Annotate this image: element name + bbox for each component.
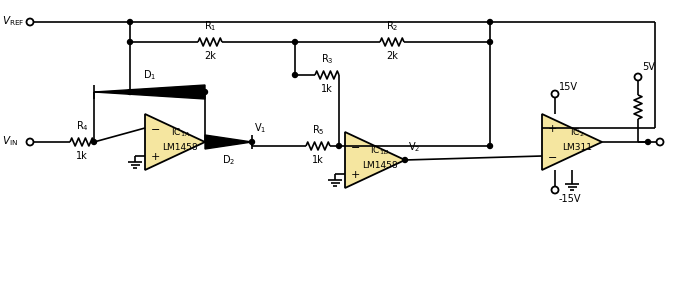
Text: R$_5$: R$_5$ [312,123,324,137]
Text: 15V: 15V [559,82,578,92]
Circle shape [487,19,493,24]
Text: IC$_{1A}$: IC$_{1A}$ [171,127,189,139]
Text: $-$: $-$ [547,151,557,161]
Text: 1k: 1k [312,155,324,165]
Polygon shape [345,132,405,188]
Text: 2k: 2k [386,51,398,61]
Text: 5V: 5V [642,62,655,72]
Text: V$_{\mathrm{REF}}$: V$_{\mathrm{REF}}$ [2,14,24,28]
Circle shape [203,90,208,95]
Text: $+$: $+$ [547,122,557,133]
Circle shape [92,139,96,144]
Text: 2k: 2k [204,51,216,61]
Circle shape [127,39,133,44]
Text: D$_1$: D$_1$ [143,68,156,82]
Text: $+$: $+$ [150,151,160,162]
Text: IC$_2$: IC$_2$ [570,127,584,139]
Text: V$_1$: V$_1$ [254,121,266,135]
Circle shape [127,90,133,95]
Circle shape [250,139,254,144]
Polygon shape [542,114,602,170]
Circle shape [552,186,559,193]
Text: $-$: $-$ [150,123,160,133]
Circle shape [635,73,642,81]
Circle shape [487,144,493,148]
Circle shape [292,39,298,44]
Circle shape [645,139,651,144]
Text: -15V: -15V [559,194,582,204]
Text: R$_1$: R$_1$ [203,19,216,33]
Text: R$_2$: R$_2$ [386,19,398,33]
Circle shape [552,90,559,97]
Circle shape [656,139,663,146]
Text: 1k: 1k [321,84,333,94]
Circle shape [27,19,34,26]
Text: V$_2$: V$_2$ [408,140,420,154]
Circle shape [336,144,342,148]
Circle shape [487,39,493,44]
Text: LM311: LM311 [562,142,592,151]
Text: $+$: $+$ [350,168,360,180]
Circle shape [127,19,133,24]
Text: 1k: 1k [76,151,88,161]
Polygon shape [145,114,205,170]
Text: LM1458: LM1458 [162,142,198,151]
Circle shape [27,139,34,146]
Text: R$_3$: R$_3$ [321,52,333,66]
Circle shape [292,72,298,77]
Text: D$_2$: D$_2$ [222,153,235,167]
Text: LM1458: LM1458 [362,160,398,169]
Polygon shape [94,85,205,99]
Text: V$_{\mathrm{IN}}$: V$_{\mathrm{IN}}$ [2,134,18,148]
Circle shape [403,157,408,162]
Polygon shape [205,135,252,149]
Text: IC$_{1B}$: IC$_{1B}$ [370,145,389,157]
Text: R$_4$: R$_4$ [75,119,89,133]
Text: $-$: $-$ [350,141,360,151]
